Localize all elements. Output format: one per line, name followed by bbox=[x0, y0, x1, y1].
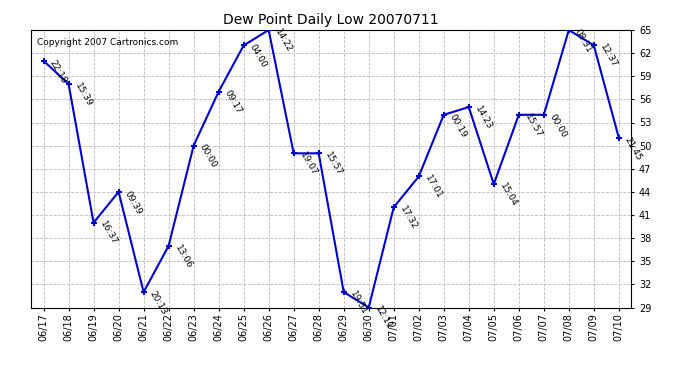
Text: 12:37: 12:37 bbox=[598, 43, 619, 69]
Text: 21:45: 21:45 bbox=[623, 135, 644, 162]
Text: 17:01: 17:01 bbox=[423, 174, 444, 201]
Text: 15:39: 15:39 bbox=[72, 81, 93, 108]
Text: 04:00: 04:00 bbox=[248, 43, 268, 69]
Text: Dew Point Daily Low 20070711: Dew Point Daily Low 20070711 bbox=[224, 13, 439, 27]
Text: 16:37: 16:37 bbox=[98, 220, 119, 247]
Text: Copyright 2007 Cartronics.com: Copyright 2007 Cartronics.com bbox=[37, 38, 178, 47]
Text: 17:32: 17:32 bbox=[398, 204, 419, 231]
Text: 14:23: 14:23 bbox=[473, 104, 493, 131]
Text: 09:39: 09:39 bbox=[123, 189, 144, 216]
Text: 08:31: 08:31 bbox=[573, 27, 593, 54]
Text: 20:13: 20:13 bbox=[148, 289, 168, 316]
Text: 00:00: 00:00 bbox=[198, 143, 219, 170]
Text: 09:17: 09:17 bbox=[223, 89, 244, 116]
Text: 15:57: 15:57 bbox=[523, 112, 544, 139]
Text: 22:18: 22:18 bbox=[48, 58, 68, 85]
Text: 15:04: 15:04 bbox=[498, 182, 519, 208]
Text: 00:00: 00:00 bbox=[548, 112, 569, 139]
Text: 14:22: 14:22 bbox=[273, 27, 293, 54]
Text: 19:07: 19:07 bbox=[298, 150, 319, 177]
Text: 00:19: 00:19 bbox=[448, 112, 469, 139]
Text: 13:06: 13:06 bbox=[172, 243, 193, 270]
Text: 19:51: 19:51 bbox=[348, 289, 368, 316]
Text: 12:11: 12:11 bbox=[373, 305, 393, 332]
Text: 15:57: 15:57 bbox=[323, 150, 344, 177]
